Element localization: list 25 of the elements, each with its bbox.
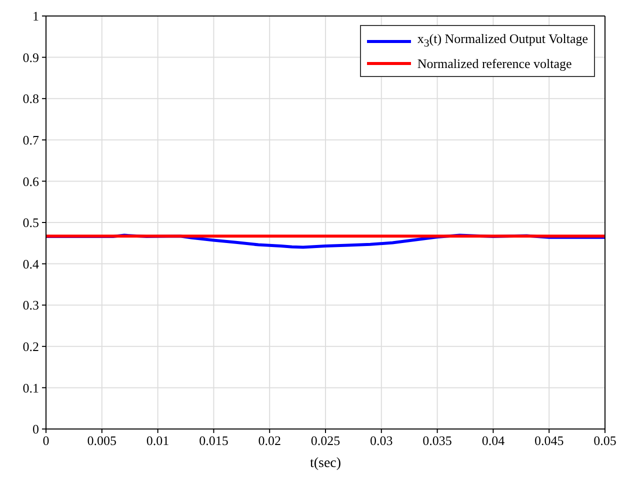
y-tick-label: 0.1 <box>22 380 39 396</box>
y-tick-label: 0.7 <box>22 132 40 148</box>
y-tick-label: 0.2 <box>22 339 39 354</box>
x-tick-label: 0.03 <box>370 433 393 448</box>
y-tick-label: 0.6 <box>22 174 40 189</box>
x-tick-label: 0.025 <box>310 433 340 448</box>
x-tick-label: 0.02 <box>258 433 281 448</box>
y-tick-label: 0.4 <box>22 256 40 272</box>
y-tick-label: 0.5 <box>22 215 39 230</box>
y-tick-label: 0.3 <box>22 298 39 313</box>
legend-label: Normalized reference voltage <box>417 54 572 73</box>
y-tick-label: 0.8 <box>22 91 39 106</box>
y-tick-label: 0 <box>32 422 39 437</box>
x-tick-label: 0.045 <box>534 433 564 448</box>
x-axis-title: t(sec) <box>310 456 342 471</box>
x-tick-label: 0.05 <box>594 433 616 448</box>
x-tick-label: 0.015 <box>199 433 228 448</box>
y-tick-label: 1 <box>32 8 39 24</box>
x-tick-label: 0.01 <box>146 433 170 448</box>
y-tick-label: 0.9 <box>22 50 39 65</box>
legend-label: x$_{3}$(t) Normalized Output Voltage <box>417 30 588 52</box>
x-tick-label: 0.04 <box>482 433 506 448</box>
x-tick-label: 0.005 <box>87 433 117 448</box>
x-tick-label: 0.035 <box>422 433 452 448</box>
x-tick-label: 0 <box>42 433 50 448</box>
